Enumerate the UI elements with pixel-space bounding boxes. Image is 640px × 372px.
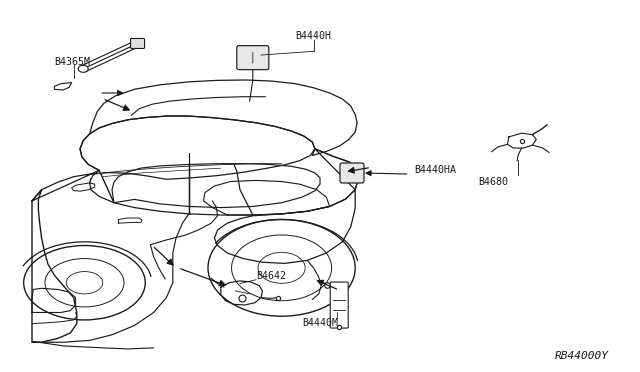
Ellipse shape xyxy=(78,65,88,72)
Text: B4440M: B4440M xyxy=(302,318,338,328)
Text: B4440H: B4440H xyxy=(296,32,332,41)
Text: RB44000Y: RB44000Y xyxy=(556,352,609,361)
FancyBboxPatch shape xyxy=(237,46,269,70)
FancyBboxPatch shape xyxy=(131,38,145,48)
Text: B4365M: B4365M xyxy=(54,58,90,67)
Text: B4680: B4680 xyxy=(478,177,508,187)
FancyBboxPatch shape xyxy=(340,163,364,183)
Text: B4440HA: B4440HA xyxy=(415,166,457,175)
FancyBboxPatch shape xyxy=(330,282,348,328)
Text: B4642: B4642 xyxy=(256,271,286,281)
